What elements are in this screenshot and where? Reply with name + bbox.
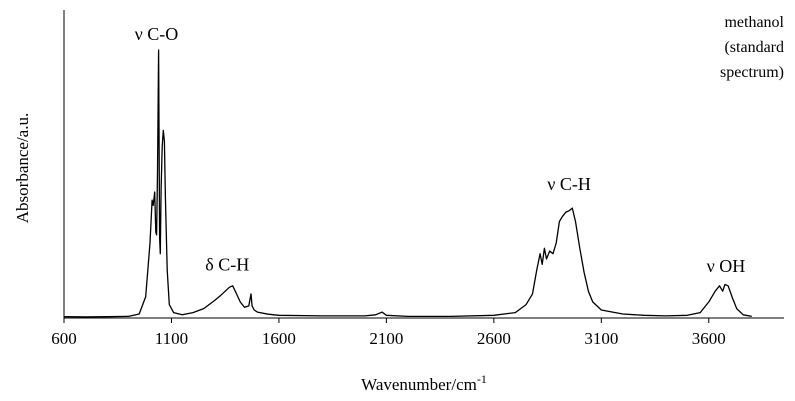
annotation-c-o-stretch: ν C-O <box>135 24 179 44</box>
x-tick-label-3600: 3600 <box>692 329 726 348</box>
x-axis-label-superscript: -1 <box>477 372 487 386</box>
series-label-line-3: spectrum) <box>720 64 784 81</box>
annotation-oh-stretch: ν OH <box>707 256 746 276</box>
annotation-c-h-bend: δ C-H <box>205 255 249 275</box>
x-tick-label-1600: 1600 <box>262 329 296 348</box>
series-label-line-2: (standard <box>724 39 784 56</box>
annotation-c-h-stretch: ν C-H <box>547 174 591 194</box>
x-tick-label-2100: 2100 <box>369 329 403 348</box>
series-line-methanol <box>63 49 752 318</box>
y-axis-label: Absorbance/a.u. <box>13 113 32 223</box>
x-tick-label-600: 600 <box>51 329 77 348</box>
x-tick-label-3100: 3100 <box>584 329 618 348</box>
series-label-line-1: methanol <box>724 14 784 31</box>
x-tick-label-1100: 1100 <box>155 329 188 348</box>
x-ticks <box>63 318 710 323</box>
x-axis-label: Wavenumber/cm-1 <box>361 372 487 394</box>
x-axis-label-text: Wavenumber/cm <box>361 375 477 394</box>
x-tick-labels: 600 1100 1600 2100 2600 3100 3600 <box>51 329 726 348</box>
x-tick-label-2600: 2600 <box>477 329 511 348</box>
